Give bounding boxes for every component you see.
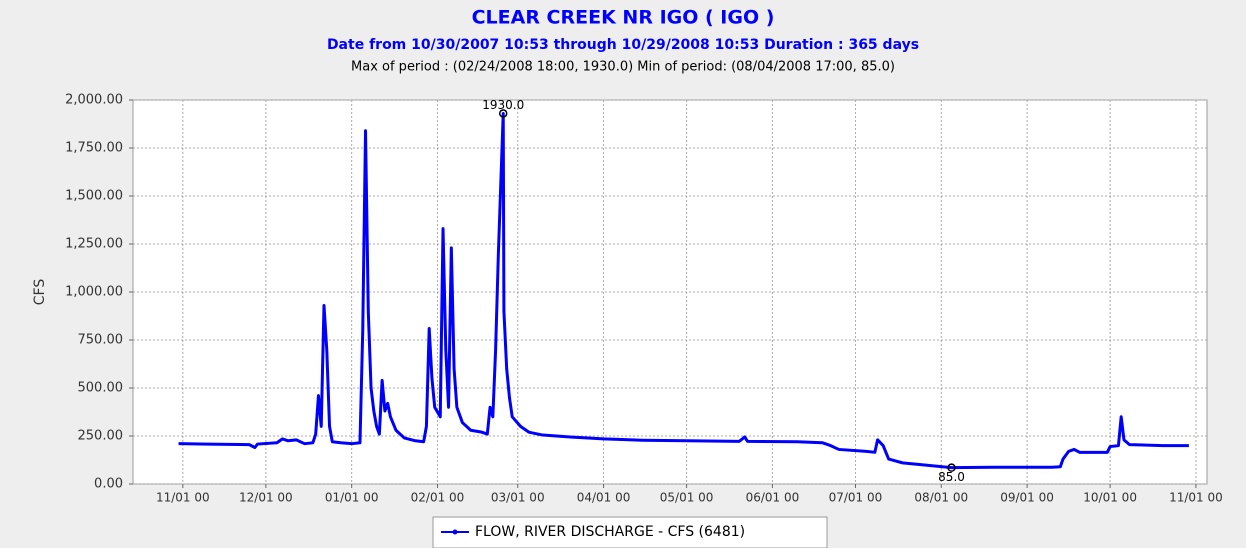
y-tick-label: 1,000.00 xyxy=(65,285,123,300)
x-tick-label: 07/01 00 xyxy=(829,491,883,505)
x-tick-label: 10/01 00 xyxy=(1083,491,1137,505)
x-tick-label: 02/01 00 xyxy=(411,491,465,505)
x-tick-label: 06/01 00 xyxy=(746,491,800,505)
x-tick-label: 11/01 00 xyxy=(156,491,210,505)
x-tick-label: 09/01 00 xyxy=(1000,491,1054,505)
period-summary: Max of period : (02/24/2008 18:00, 1930.… xyxy=(351,60,895,75)
y-tick-label: 1,250.00 xyxy=(65,237,123,252)
x-tick-label: 04/01 00 xyxy=(577,491,631,505)
x-tick-label: 12/01 00 xyxy=(239,491,293,505)
y-tick-label: 2,000.00 xyxy=(65,93,123,108)
annotation-label: 1930.0 xyxy=(482,98,524,112)
x-tick-label: 03/01 00 xyxy=(491,491,545,505)
chart-subtitle: Date from 10/30/2007 10:53 through 10/29… xyxy=(327,37,919,53)
annotation-marker xyxy=(498,109,508,118)
annotation-label: 85.0 xyxy=(938,470,965,484)
y-tick-label: 250.00 xyxy=(78,429,124,444)
x-tick-label: 01/01 00 xyxy=(325,491,379,505)
legend-label: FLOW, RIVER DISCHARGE - CFS (6481) xyxy=(475,524,745,540)
x-tick-label: 08/01 00 xyxy=(914,491,968,505)
y-axis-label: CFS xyxy=(32,279,48,306)
legend xyxy=(432,516,828,548)
data-line xyxy=(178,111,1189,470)
x-tick-label: 05/01 00 xyxy=(660,491,714,505)
y-tick-label: 1,500.00 xyxy=(65,189,123,204)
y-tick-label: 500.00 xyxy=(78,381,124,396)
legend-swatch-marker xyxy=(452,529,458,535)
chart-title: CLEAR CREEK NR IGO ( IGO ) xyxy=(472,7,775,29)
y-tick-label: 750.00 xyxy=(78,333,124,348)
y-tick-label: 1,750.00 xyxy=(65,141,123,156)
annotation-marker xyxy=(947,463,956,472)
x-tick-label: 11/01 00 xyxy=(1169,491,1223,505)
y-tick-label: 0.00 xyxy=(94,477,123,492)
